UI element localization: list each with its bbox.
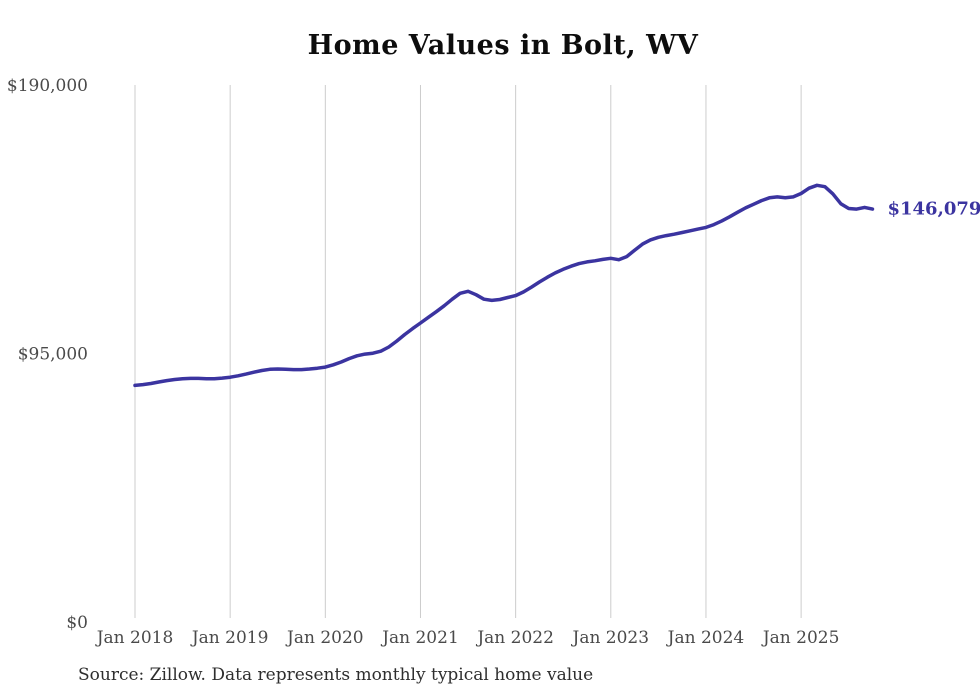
- x-tick-jan-2019: Jan 2019: [190, 628, 269, 648]
- x-tick-jan-2021: Jan 2021: [380, 628, 459, 648]
- x-tick-jan-2018: Jan 2018: [95, 628, 174, 648]
- x-axis-labels: Jan 2018 Jan 2019 Jan 2020 Jan 2021 Jan 2022…: [95, 628, 840, 648]
- home-value-line-series: [133, 183, 875, 388]
- source-note: Source: Zillow. Data represents monthly …: [78, 665, 594, 685]
- x-tick-jan-2023: Jan 2023: [571, 628, 650, 648]
- x-tick-jan-2022: Jan 2022: [475, 628, 554, 648]
- x-tick-jan-2024: Jan 2024: [666, 628, 745, 648]
- x-tick-jan-2020: Jan 2020: [285, 628, 364, 648]
- chart-title: Home Values in Bolt, WV: [307, 30, 699, 61]
- x-tick-jan-2025: Jan 2025: [761, 628, 840, 648]
- latest-value-label: $146,079: [887, 198, 980, 220]
- gridlines: [134, 85, 802, 618]
- y-tick-0: $0: [66, 613, 88, 633]
- y-axis-labels: $0 $95,000 $190,000: [7, 76, 88, 633]
- y-tick-95000: $95,000: [18, 345, 88, 365]
- y-tick-190000: $190,000: [7, 76, 88, 96]
